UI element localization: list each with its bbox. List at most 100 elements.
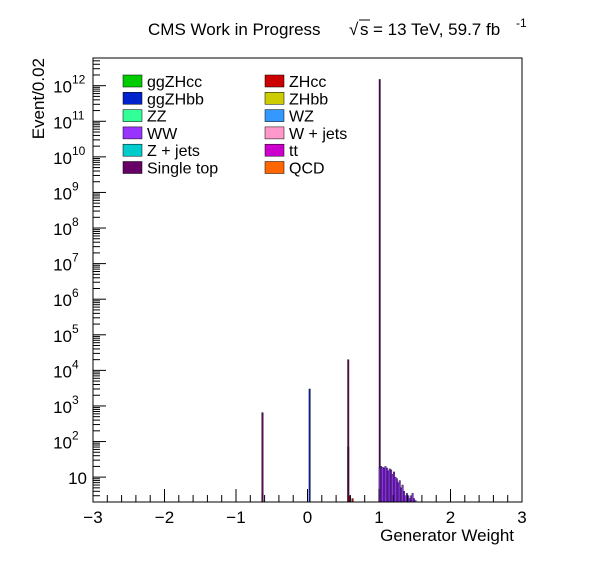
legend-label: Z + jets bbox=[147, 143, 200, 160]
legend-swatch bbox=[264, 92, 285, 105]
legend-swatch bbox=[122, 109, 143, 122]
legend-swatch bbox=[122, 143, 143, 157]
bar-ww-12 bbox=[395, 478, 398, 503]
x-axis-label: Generator Weight bbox=[380, 526, 514, 545]
y-tick-base: 10 bbox=[53, 149, 72, 168]
y-tick-label: 10 bbox=[68, 469, 87, 488]
bar-ww-6 bbox=[387, 470, 390, 503]
bar-single-top-1 bbox=[347, 359, 350, 503]
sqrt-symbol: √ bbox=[349, 20, 359, 39]
x-tick-label: 0 bbox=[303, 508, 312, 527]
bar-ww-13 bbox=[397, 482, 400, 503]
bar-single-top-2 bbox=[378, 79, 381, 503]
y-tick-exponent: 3 bbox=[72, 393, 79, 407]
legend-swatch bbox=[264, 74, 285, 88]
bar-ww-7 bbox=[388, 468, 391, 503]
y-tick-exponent: 12 bbox=[72, 73, 86, 87]
y-tick-label: 10 9 bbox=[53, 179, 79, 203]
legend-swatch bbox=[264, 161, 285, 174]
legend-swatch bbox=[264, 109, 285, 122]
legend: ggZHcc ZHcc ggZHbb ZHbb ZZ WZ WW W + jets Z + je… bbox=[122, 74, 347, 178]
x-tick-label: 2 bbox=[446, 508, 455, 527]
y-tick-label: 10 5 bbox=[53, 322, 79, 346]
legend-entry-wz: WZ bbox=[264, 109, 314, 126]
y-tick-base: 10 bbox=[53, 220, 72, 239]
y-tick-exponent: 10 bbox=[72, 144, 86, 158]
legend-swatch bbox=[122, 92, 143, 105]
x-tick-label: −3 bbox=[83, 508, 102, 527]
legend-entry-tt: tt bbox=[264, 143, 298, 160]
bar-ww-22 bbox=[410, 495, 413, 503]
y-tick-label: 10 10 bbox=[53, 144, 86, 168]
bar-ww-15 bbox=[400, 487, 403, 503]
bar-ww-5 bbox=[385, 467, 388, 503]
legend-entry-zhcc: ZHcc bbox=[264, 74, 326, 91]
y-tick-exponent: 7 bbox=[72, 251, 79, 265]
bar-ww-2 bbox=[381, 467, 384, 503]
y-tick-label: 10 2 bbox=[53, 429, 79, 453]
bar-ww-21 bbox=[408, 498, 411, 503]
legend-swatch bbox=[264, 126, 285, 140]
bar-ww-11 bbox=[394, 476, 397, 503]
legend-label: ggZHbb bbox=[147, 91, 204, 108]
y-tick-exponent: 9 bbox=[72, 179, 79, 193]
x-tick-label: −1 bbox=[226, 508, 245, 527]
x-axis: −3 −2 −1 0 1 2 3 bbox=[83, 489, 527, 527]
legend-swatch bbox=[122, 126, 143, 140]
sqrt-s-label: s bbox=[360, 20, 369, 39]
y-tick-label: 10 7 bbox=[53, 251, 79, 275]
x-tick-label: 3 bbox=[517, 508, 526, 527]
legend-label: QCD bbox=[289, 161, 325, 178]
y-tick-base: 10 bbox=[53, 327, 72, 346]
legend-swatch bbox=[264, 143, 285, 157]
legend-entry-w-jets: W + jets bbox=[264, 126, 347, 143]
x-tick-label: 1 bbox=[374, 508, 383, 527]
bar-ww-3 bbox=[383, 467, 385, 503]
y-tick-base: 10 bbox=[53, 256, 72, 275]
y-tick-label: 10 12 bbox=[53, 73, 86, 97]
legend-entry-single-top: Single top bbox=[122, 161, 218, 178]
y-tick-label: 10 11 bbox=[53, 108, 85, 132]
bar-ww-16 bbox=[401, 484, 404, 503]
experiment-label: CMS Work in Progress bbox=[148, 20, 321, 39]
legend-entry-zz: ZZ bbox=[122, 109, 167, 126]
legend-entry-ww: WW bbox=[122, 126, 178, 143]
y-tick-base: 10 bbox=[53, 78, 72, 97]
bar-ww-14 bbox=[398, 480, 401, 503]
y-axis-label: Event/0.02 bbox=[29, 58, 48, 139]
legend-entry-z-jets: Z + jets bbox=[122, 143, 200, 160]
y-tick-base: 10 bbox=[53, 184, 72, 203]
y-tick-base: 10 bbox=[53, 113, 72, 132]
bar-ggzhbb-0 bbox=[308, 388, 311, 503]
legend-label: tt bbox=[289, 143, 298, 160]
legend-swatch bbox=[122, 74, 143, 88]
y-tick-exponent: 4 bbox=[72, 357, 79, 371]
bar-ww-4 bbox=[384, 466, 387, 503]
y-tick-label: 10 6 bbox=[53, 286, 79, 310]
y-tick-base: 10 bbox=[53, 362, 72, 381]
y-tick-exponent: 2 bbox=[72, 429, 79, 443]
bar-zhcc-3 bbox=[351, 498, 354, 503]
y-tick-exponent: 5 bbox=[72, 322, 79, 336]
y-tick-exponent: 8 bbox=[72, 215, 79, 229]
y-tick-label: 10 4 bbox=[53, 357, 79, 381]
legend-label: Single top bbox=[147, 161, 218, 178]
bar-ww-8 bbox=[390, 469, 393, 503]
bar-single-top-0 bbox=[261, 412, 264, 503]
bar-ww-23 bbox=[411, 493, 414, 503]
legend-swatch bbox=[122, 161, 143, 174]
bar-ww-18 bbox=[404, 495, 407, 503]
legend-label: ZHcc bbox=[289, 74, 326, 91]
legend-label: ZHbb bbox=[289, 91, 328, 108]
y-tick-label: 10 8 bbox=[53, 215, 79, 239]
bar-ww-17 bbox=[403, 491, 405, 503]
legend-entry-qcd: QCD bbox=[264, 161, 325, 178]
legend-label: WZ bbox=[289, 109, 314, 126]
legend-label: ggZHcc bbox=[147, 74, 202, 91]
x-tick-label: −2 bbox=[155, 508, 174, 527]
y-tick-base: 10 bbox=[53, 291, 72, 310]
energy-lumi-label: = 13 TeV, 59.7 fb bbox=[373, 20, 500, 39]
